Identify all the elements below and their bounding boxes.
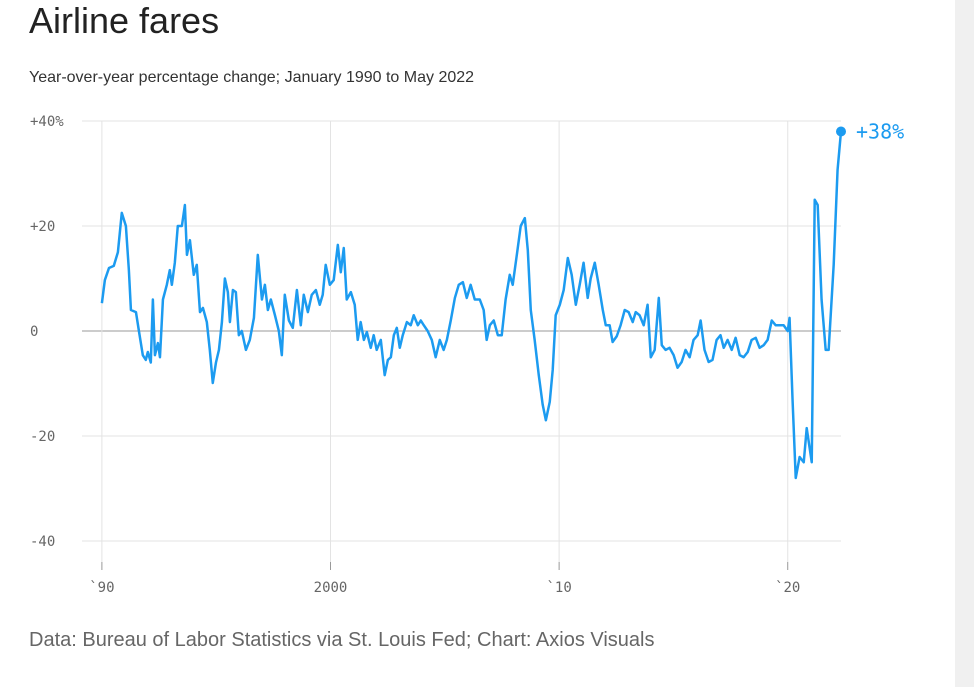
y-tick-label: -20 <box>30 429 55 445</box>
x-tick-label: 2000 <box>314 580 348 596</box>
end-label: +38% <box>856 120 904 144</box>
end-dot <box>836 126 846 137</box>
line <box>100 131 843 480</box>
x-tick-label: `20 <box>775 580 800 596</box>
source: Data: Bureau of Labor Statistics via St.… <box>29 629 655 651</box>
y-tick-label: 0 <box>30 324 38 340</box>
y-tick-label: +40% <box>30 114 64 130</box>
chart-title: Airline fares <box>29 0 219 41</box>
x-tick-label: `90 <box>89 580 114 596</box>
scrollbar <box>955 0 974 687</box>
y-tick-label: +20 <box>30 219 55 235</box>
y-tick-label: -40 <box>30 534 55 550</box>
x-tick-label: `10 <box>546 580 571 596</box>
chart-subtitle: Year-over-year percentage change; Januar… <box>29 69 474 86</box>
